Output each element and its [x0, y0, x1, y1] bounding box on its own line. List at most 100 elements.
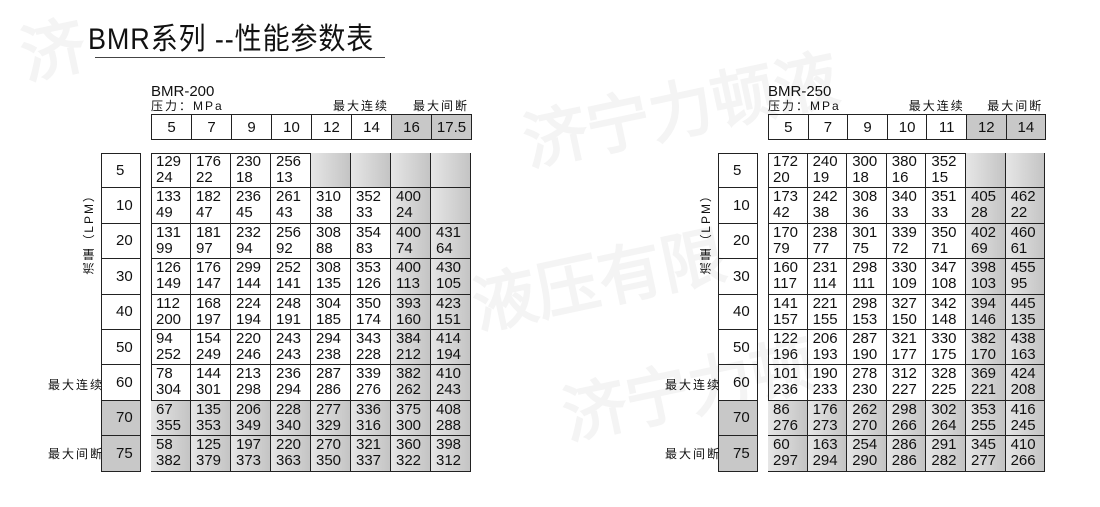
- torque-value: 125: [196, 436, 222, 454]
- torque-value: 423: [436, 294, 462, 312]
- torque-value: 182: [196, 188, 222, 206]
- speed-value: 149: [156, 275, 182, 293]
- torque-value: 122: [773, 330, 799, 347]
- torque-value: 298: [852, 259, 878, 277]
- speed-value: 43: [276, 204, 293, 222]
- speed-value: 36: [852, 204, 869, 222]
- torque-value: 291: [931, 436, 957, 454]
- speed-value: 264: [931, 416, 957, 434]
- speed-value: 225: [931, 381, 957, 399]
- torque-value: 312: [891, 365, 917, 383]
- torque-value: 141: [773, 294, 799, 312]
- data-cell: 220 363: [271, 436, 311, 472]
- data-cell: 353 126: [351, 259, 391, 295]
- data-cell: 298 111: [847, 259, 887, 295]
- speed-value: 304: [156, 381, 182, 399]
- pressure-header-cell: 12: [311, 114, 352, 140]
- data-cell: 277 329: [311, 400, 351, 437]
- data-cell: 221 155: [807, 294, 848, 330]
- data-cell: 242 38: [807, 188, 848, 224]
- speed-value: 72: [891, 239, 909, 257]
- torque-value: 424: [1010, 365, 1036, 383]
- torque-value: 236: [276, 365, 302, 383]
- speed-value: 144: [236, 275, 262, 293]
- speed-value: 243: [276, 346, 302, 363]
- speed-value: 141: [276, 275, 302, 293]
- flow-row-header: 60: [101, 365, 141, 401]
- data-cell: 375 300: [391, 400, 431, 437]
- torque-value: 58: [156, 436, 173, 454]
- flow-row-header: 75: [718, 436, 758, 472]
- data-cell: 304 185: [311, 294, 351, 330]
- data-cell: 240 19: [807, 153, 848, 189]
- speed-value: 185: [316, 310, 342, 328]
- data-cell: 160 117: [768, 259, 808, 295]
- data-cell: 122 196: [768, 330, 808, 366]
- data-cell: 342 148: [926, 294, 966, 330]
- torque-value: 242: [812, 188, 838, 206]
- speed-value: 245: [1010, 416, 1036, 434]
- data-cell: 101 236: [768, 365, 808, 401]
- speed-value: 286: [316, 381, 342, 399]
- speed-value: 74: [396, 239, 413, 257]
- data-cell: 408 288: [431, 400, 471, 437]
- torque-value: 131: [156, 223, 182, 241]
- flow-axis-label: 流量（LPM）: [699, 188, 713, 275]
- speed-value: 95: [1010, 275, 1028, 293]
- flow-row-header: 40: [101, 294, 141, 330]
- torque-value: 160: [773, 259, 799, 277]
- data-cell: 330 175: [926, 330, 966, 366]
- speed-value: 297: [773, 452, 799, 470]
- data-cell: 308 36: [847, 188, 887, 224]
- speed-value: 97: [196, 239, 213, 257]
- speed-value: 363: [276, 452, 302, 470]
- speed-value: 355: [156, 416, 182, 434]
- data-cell: 352 15: [926, 153, 966, 189]
- torque-value: 236: [236, 188, 262, 206]
- data-cell: 254 290: [847, 436, 887, 472]
- data-cell: 402 69: [966, 223, 1006, 260]
- speed-value: 117: [773, 275, 797, 293]
- data-cell: 176 147: [191, 259, 231, 295]
- data-cell: 398 103: [966, 259, 1006, 295]
- speed-value: 255: [971, 416, 997, 434]
- torque-value: 351: [931, 188, 957, 206]
- torque-value: 230: [236, 153, 262, 170]
- speed-value: 45: [236, 204, 253, 222]
- data-cell: 430 105: [431, 259, 471, 295]
- speed-value: 19: [812, 169, 830, 186]
- torque-value: 299: [236, 259, 262, 277]
- data-cell: 236 294: [271, 365, 311, 401]
- data-cell: 238 77: [807, 223, 848, 260]
- speed-value: 111: [852, 275, 875, 293]
- speed-value: 221: [971, 381, 997, 399]
- speed-value: 276: [356, 381, 382, 399]
- flow-row-header: 40: [718, 294, 758, 330]
- speed-value: 190: [852, 346, 878, 363]
- torque-value: 277: [316, 400, 342, 418]
- speed-value: 298: [236, 381, 262, 399]
- flow-row-header: 5: [101, 153, 141, 189]
- torque-value: 163: [812, 436, 838, 454]
- torque-value: 220: [276, 436, 302, 454]
- speed-value: 228: [356, 346, 382, 363]
- data-cell: 141 157: [768, 294, 808, 330]
- data-cell: 176 22: [191, 153, 231, 189]
- torque-value: 398: [436, 436, 462, 454]
- pressure-header-cell: 16: [391, 114, 432, 140]
- data-cell: 330 109: [886, 259, 927, 295]
- data-cell: 410 243: [431, 365, 471, 401]
- torque-value: 60: [773, 436, 790, 454]
- torque-value: 228: [276, 400, 302, 418]
- torque-value: 176: [196, 259, 222, 277]
- flow-row-header: 50: [718, 330, 758, 366]
- data-cell: 298 153: [847, 294, 887, 330]
- data-cell: 339 276: [351, 365, 391, 401]
- data-cell: 405 28: [966, 188, 1006, 224]
- data-cell: 300 18: [847, 153, 887, 189]
- model-name: BMR-250: [768, 83, 832, 100]
- data-cell: 393 160: [391, 294, 431, 330]
- data-cell: 460 61: [1005, 223, 1046, 260]
- speed-value: 92: [276, 239, 293, 257]
- speed-value: 349: [236, 416, 262, 434]
